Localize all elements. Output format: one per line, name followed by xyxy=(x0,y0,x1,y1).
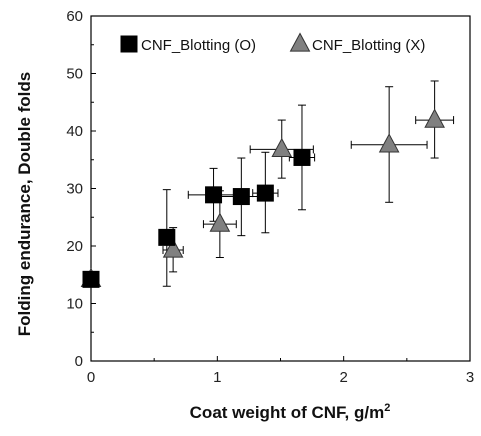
y-tick-label: 60 xyxy=(66,8,83,25)
y-tick-label: 30 xyxy=(66,181,83,198)
legend-marker-square xyxy=(120,35,138,53)
data-point-square xyxy=(158,228,176,246)
data-point-triangle xyxy=(162,238,184,258)
y-tick-label: 10 xyxy=(66,296,83,313)
x-axis-title-superscript: 2 xyxy=(384,402,390,414)
legend-marker-triangle xyxy=(289,32,311,52)
data-point-square xyxy=(256,184,274,202)
x-tick-label: 2 xyxy=(339,369,347,386)
data-point-triangle xyxy=(209,212,231,232)
data-point-square xyxy=(293,148,311,166)
y-tick-label: 50 xyxy=(66,66,83,83)
legend-label: CNF_Blotting (X) xyxy=(312,37,425,54)
legend: CNF_Blotting (O) CNF_Blotting (X) xyxy=(120,32,425,54)
y-tick-label: 20 xyxy=(66,238,83,255)
data-point-triangle xyxy=(271,137,293,158)
data-point-square xyxy=(232,188,250,206)
y-axis-title-group: Folding endurance, Double folds xyxy=(15,72,34,336)
data-point-triangle xyxy=(378,133,400,153)
x-tick-label: 3 xyxy=(466,369,474,386)
x-axis-title: Coat weight of CNF, g/m2 xyxy=(190,402,391,422)
y-axis-title: Folding endurance, Double folds xyxy=(15,72,34,336)
legend-label: CNF_Blotting (O) xyxy=(141,37,256,54)
data-point-triangle xyxy=(424,108,445,128)
data-point-square xyxy=(82,270,100,288)
x-tick-label: 1 xyxy=(213,369,221,386)
plot-frame xyxy=(90,15,471,362)
y-tick-label: 40 xyxy=(66,123,83,140)
plot-area: 0 10 20 30 40 50 60 0 1 2 3 xyxy=(66,8,474,386)
x-axis-title-text: Coat weight of CNF, g/m xyxy=(190,403,385,422)
y-tick-label: 0 xyxy=(75,353,83,370)
x-tick-label: 0 xyxy=(87,369,95,386)
data-point-square xyxy=(205,186,223,204)
